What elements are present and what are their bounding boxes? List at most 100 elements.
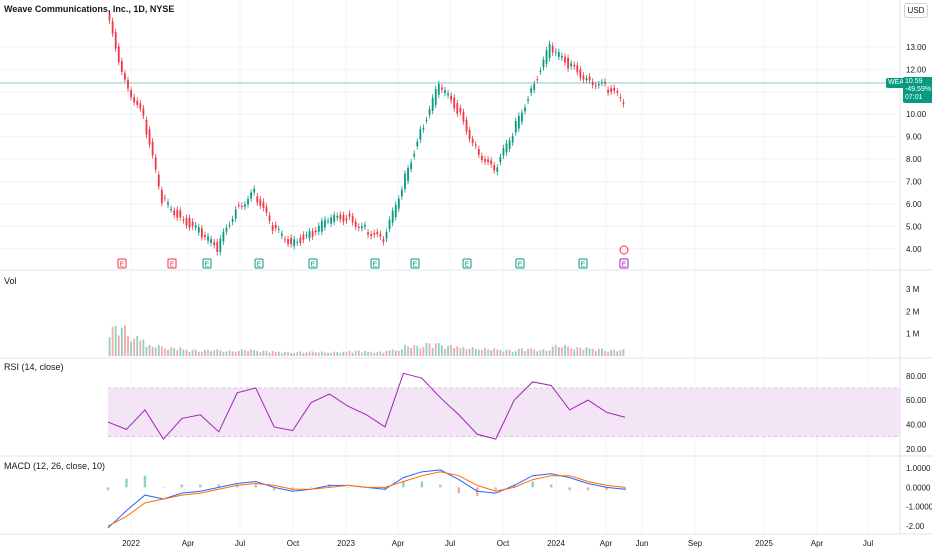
candle-body <box>471 139 474 144</box>
volume-bar <box>182 349 185 356</box>
volume-bar <box>360 352 363 356</box>
time-axis-label: 2022 <box>122 539 140 548</box>
volume-bar <box>120 327 123 356</box>
volume-bar <box>320 351 323 356</box>
candle-body <box>551 45 554 53</box>
volume-bar <box>407 346 409 356</box>
volume-bar <box>465 349 468 356</box>
volume-bar <box>471 347 474 356</box>
candle-body <box>194 225 197 228</box>
candle-body <box>410 162 413 170</box>
volume-bar <box>200 351 203 356</box>
currency-button[interactable]: USD <box>904 3 928 18</box>
volume-bar <box>367 351 369 356</box>
volume-bar <box>416 346 419 356</box>
volume-bar <box>548 350 551 356</box>
bar-countdown: 07:01 <box>905 94 923 101</box>
dividend-icon <box>619 245 629 255</box>
candle-body <box>164 197 166 199</box>
candle-body <box>404 173 406 190</box>
volume-bar <box>142 339 145 356</box>
candle-body <box>247 199 249 205</box>
candle-body <box>539 70 542 72</box>
candle-body <box>431 97 434 111</box>
volume-bar <box>481 349 483 356</box>
volume-bar <box>551 346 554 356</box>
candle-body <box>145 119 148 135</box>
time-axis-label: 2024 <box>547 539 565 548</box>
macd-histogram-bar <box>309 487 313 488</box>
volume-bar <box>496 349 499 356</box>
volume-bar <box>462 347 465 356</box>
candle-body <box>280 233 283 236</box>
candle-body <box>493 165 496 171</box>
candle-body <box>517 115 520 129</box>
macd-histogram-bar <box>568 487 571 491</box>
candle-body <box>613 87 616 91</box>
volume-bar <box>499 350 502 356</box>
volume-bar <box>561 347 563 356</box>
candle-body <box>111 21 114 34</box>
candle-body <box>154 157 157 170</box>
candle-body <box>622 102 625 105</box>
candle-body <box>610 88 613 92</box>
volume-bar <box>336 351 339 356</box>
volume-bar <box>136 335 139 356</box>
volume-bar <box>428 343 431 356</box>
candle-body <box>548 43 551 58</box>
volume-bar <box>268 352 271 356</box>
volume-bar <box>613 349 616 356</box>
candle-body <box>108 13 111 21</box>
candle-body <box>440 87 443 90</box>
earnings-marker-label: E <box>581 262 586 269</box>
volume-bar <box>124 325 126 356</box>
candle-body <box>481 155 483 161</box>
volume-bar <box>594 351 597 356</box>
volume-bar <box>404 344 406 356</box>
volume-bar <box>333 351 336 356</box>
candle-body <box>311 231 314 237</box>
volume-bar <box>219 350 222 356</box>
time-axis-label: Apr <box>392 539 405 548</box>
volume-bar <box>225 351 228 356</box>
macd-axis-label: 1.0000 <box>906 464 931 473</box>
candle-body <box>320 220 323 232</box>
volume-bar <box>419 348 422 356</box>
earnings-marker-label: E <box>622 262 627 269</box>
volume-bar <box>299 351 302 356</box>
volume-bar <box>253 349 256 356</box>
candle-body <box>490 160 493 165</box>
candle-body <box>428 109 431 115</box>
candle-body <box>487 159 489 163</box>
time-axis-label: Jul <box>445 539 455 548</box>
volume-bar <box>173 347 176 356</box>
volume-bar <box>256 350 259 356</box>
volume-bar <box>139 340 142 356</box>
macd-histogram-bar <box>457 487 461 494</box>
price-axis-label: 9.00 <box>906 133 922 142</box>
earnings-marker-label: E <box>518 262 523 269</box>
candle-body <box>277 229 280 231</box>
candle-body <box>117 46 120 63</box>
candle-body <box>588 76 591 81</box>
candle-body <box>447 93 449 96</box>
volume-bar <box>410 347 413 356</box>
macd-histogram-bar <box>605 487 608 491</box>
volume-bar <box>317 352 320 356</box>
candle-body <box>336 215 339 218</box>
volume-bar <box>468 348 471 356</box>
time-axis-label: Oct <box>287 539 300 548</box>
candle-body <box>191 221 194 227</box>
volume-bar <box>610 349 613 356</box>
volume-bar <box>533 349 536 356</box>
volume-bar <box>108 337 111 356</box>
volume-bar <box>364 350 366 356</box>
earnings-marker-label: E <box>205 262 210 269</box>
candle-body <box>271 225 274 231</box>
volume-bar <box>622 349 625 356</box>
volume-bar <box>400 349 403 356</box>
candle-body <box>210 239 212 243</box>
volume-bar <box>564 344 566 356</box>
